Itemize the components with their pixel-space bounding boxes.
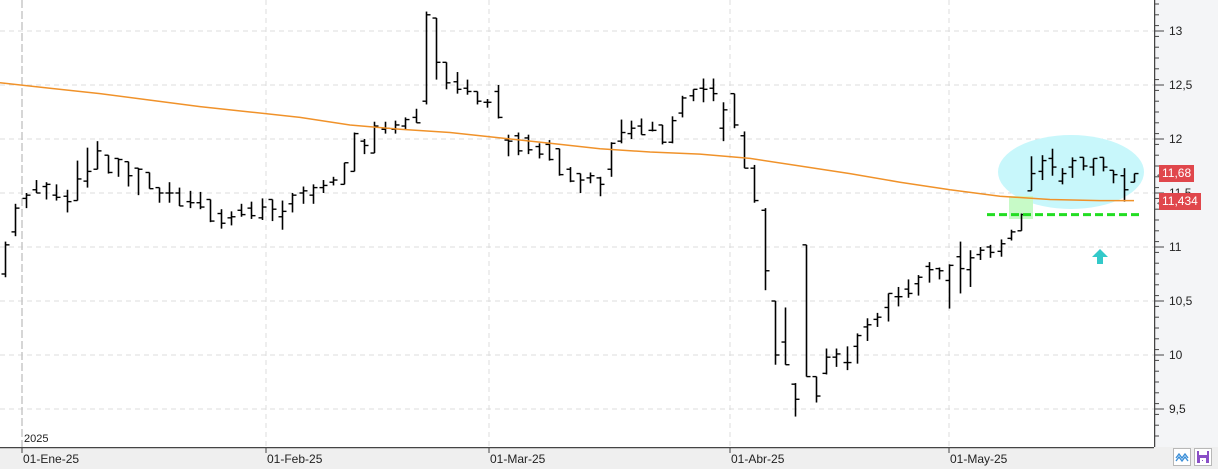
ohlc-bars <box>1 11 1139 417</box>
time-axis[interactable]: 01-Ene-25 01-Feb-25 01-Mar-25 01-Abr-25 01-M… <box>0 446 1218 469</box>
svg-text:9,5: 9,5 <box>1169 402 1186 416</box>
save-button[interactable] <box>1194 448 1212 466</box>
svg-text:01-Mar-25: 01-Mar-25 <box>490 452 546 466</box>
svg-text:01-Ene-25: 01-Ene-25 <box>23 452 79 466</box>
time-axis-labels: 01-Ene-25 01-Feb-25 01-Mar-25 01-Abr-25 01-M… <box>0 446 1154 466</box>
grid-lines <box>0 0 1154 447</box>
svg-text:10,5: 10,5 <box>1169 294 1193 308</box>
svg-text:01-Abr-25: 01-Abr-25 <box>731 452 785 466</box>
svg-text:12,5: 12,5 <box>1169 78 1193 92</box>
svg-text:01-Feb-25: 01-Feb-25 <box>267 452 323 466</box>
last-price-badge: 11,68 <box>1159 165 1195 182</box>
svg-text:01-May-25: 01-May-25 <box>950 452 1008 466</box>
moving-average-badge: 11,434 <box>1159 193 1201 210</box>
svg-text:2025: 2025 <box>24 433 48 445</box>
svg-text:10: 10 <box>1169 348 1183 362</box>
svg-text:12: 12 <box>1169 132 1183 146</box>
wave-icon <box>1175 452 1189 463</box>
moving-average-line <box>0 82 1134 202</box>
indicator-button[interactable] <box>1173 448 1191 466</box>
svg-text:13: 13 <box>1169 24 1183 38</box>
annotations-back <box>998 135 1144 219</box>
svg-text:11: 11 <box>1169 240 1182 254</box>
floppy-disk-icon <box>1197 451 1209 463</box>
annotations-front: 2025 <box>24 213 1141 445</box>
